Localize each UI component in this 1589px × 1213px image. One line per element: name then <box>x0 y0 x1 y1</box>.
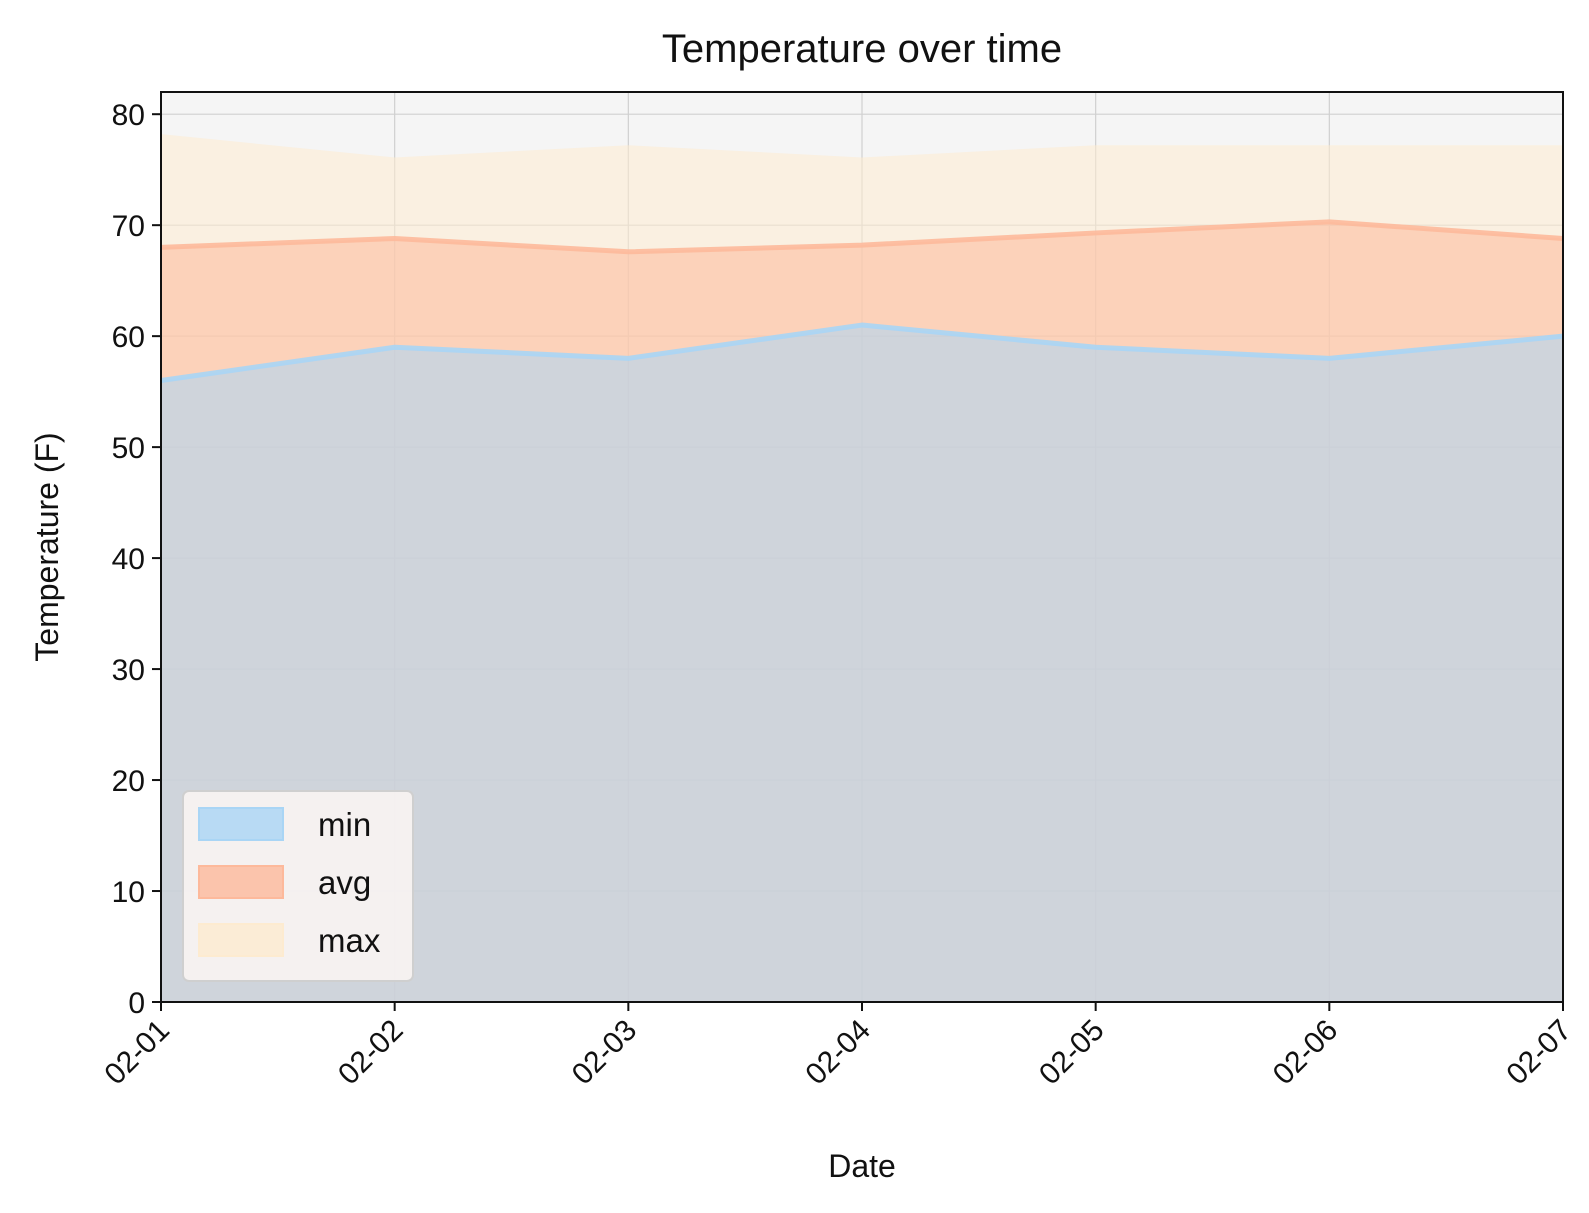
legend-swatch-max <box>198 923 284 957</box>
legend-label-max: max <box>318 922 381 959</box>
y-tick-label: 70 <box>112 210 145 243</box>
legend-swatch-avg <box>198 865 284 899</box>
y-tick-label: 50 <box>112 432 145 465</box>
y-tick-label: 30 <box>112 654 145 687</box>
series-lines <box>160 219 1564 384</box>
line-min <box>160 322 1564 384</box>
y-tick-label: 80 <box>112 99 145 132</box>
line-avg <box>160 219 1564 255</box>
legend-label-min: min <box>318 806 371 843</box>
x-axis-title: Date <box>828 1148 896 1184</box>
area-min <box>161 325 1563 1002</box>
y-tick-label: 10 <box>112 876 145 909</box>
y-axis-ticks: 0 10 20 30 40 50 60 70 80 <box>112 99 161 1020</box>
y-axis-title: Temperature (F) <box>29 432 65 661</box>
legend: min avg max <box>182 790 414 982</box>
legend-swatch-min <box>198 807 284 841</box>
y-tick-label: 60 <box>112 321 145 354</box>
chart-title: Temperature over time <box>662 27 1062 71</box>
y-tick-label: 20 <box>112 765 145 798</box>
y-tick-label: 40 <box>112 543 145 576</box>
legend-label-avg: avg <box>318 864 371 901</box>
y-tick-label: 0 <box>128 987 145 1020</box>
